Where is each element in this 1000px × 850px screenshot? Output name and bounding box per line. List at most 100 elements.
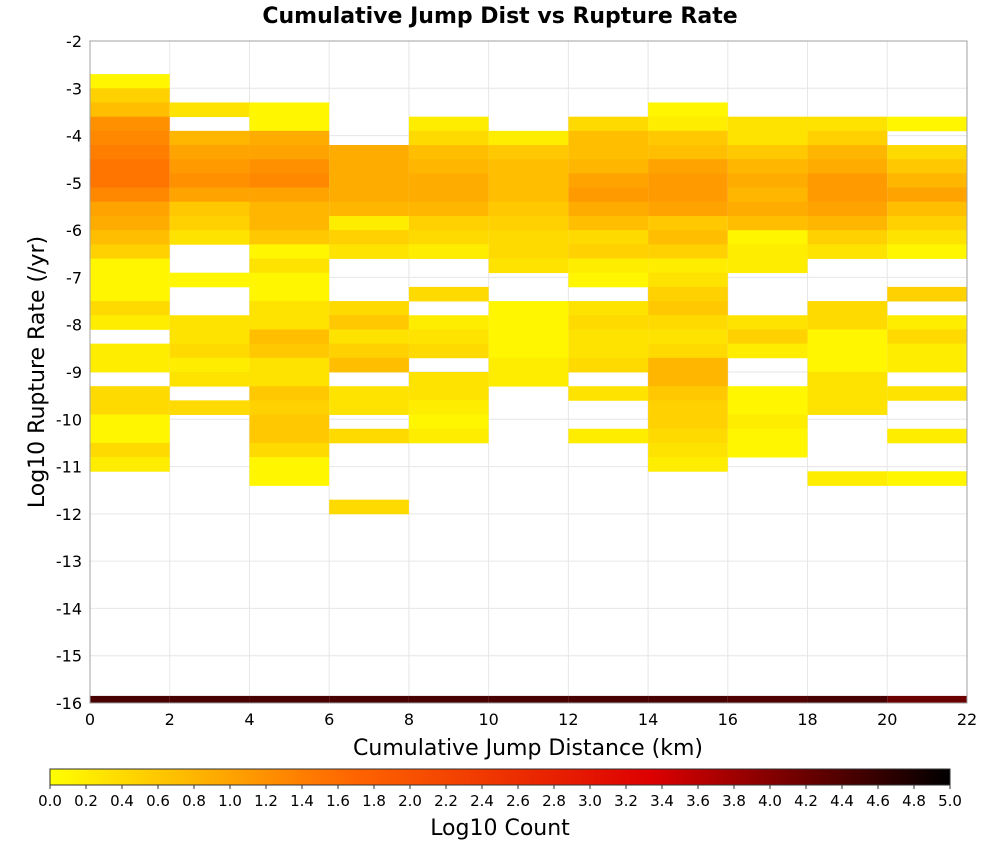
heatmap-cell	[568, 357, 649, 373]
heatmap-cell	[488, 343, 569, 359]
heatmap-cell	[488, 201, 569, 217]
heatmap-cell	[568, 130, 649, 146]
heatmap-cell	[807, 343, 888, 359]
heatmap-cell	[329, 428, 409, 444]
heatmap-cell	[568, 116, 649, 132]
heatmap-cell	[727, 187, 808, 203]
heatmap-cell	[648, 329, 728, 345]
heatmap-cell	[90, 286, 170, 302]
x-tick-label: 0	[85, 710, 95, 729]
colorbar-tick-label: 4.4	[830, 792, 854, 810]
heatmap-cell	[568, 386, 649, 401]
heatmap-cell	[807, 130, 888, 146]
heatmap-cell	[169, 230, 250, 245]
heatmap-cell	[90, 386, 170, 401]
heatmap-cell	[329, 343, 409, 359]
heatmap-cell	[488, 372, 569, 387]
heatmap-cell	[488, 329, 569, 345]
colorbar-label: Log10 Count	[430, 816, 570, 841]
heatmap-cell	[329, 187, 409, 203]
colorbar-tick-label: 1.8	[362, 792, 386, 810]
heatmap-cell	[90, 173, 170, 188]
heatmap-cell	[408, 173, 489, 188]
heatmap-cell	[568, 343, 649, 359]
heatmap-cell	[807, 357, 888, 373]
heatmap-cell	[408, 215, 489, 231]
y-tick-label: -2	[66, 32, 82, 51]
heatmap-cell	[90, 357, 170, 373]
heatmap-cell	[807, 187, 888, 203]
heatmap-cell	[648, 372, 728, 387]
y-tick-label: -14	[56, 599, 82, 618]
colorbar-tick-label: 0.8	[182, 792, 206, 810]
heatmap-cell	[408, 130, 489, 146]
heatmap-cell	[408, 187, 489, 203]
heatmap-cell	[807, 386, 888, 401]
heatmap-cell	[488, 315, 569, 330]
heatmap-cell	[887, 428, 967, 444]
y-axis-label: Log10 Rupture Rate (/yr)	[25, 236, 50, 508]
heatmap-cell	[249, 343, 330, 359]
heatmap-cell	[488, 301, 569, 316]
heatmap-cell	[648, 442, 728, 458]
heatmap-cell	[329, 201, 409, 217]
heatmap-cell	[488, 215, 569, 231]
heatmap-cell	[648, 428, 728, 444]
heatmap-cell	[887, 329, 967, 345]
heatmap-floor-cell	[648, 695, 728, 703]
heatmap-cell	[887, 173, 967, 188]
heatmap-cell	[488, 258, 569, 274]
y-tick-label: -13	[56, 552, 82, 571]
heatmap-cell	[568, 329, 649, 345]
colorbar-tick-label: 1.6	[326, 792, 350, 810]
heatmap-cell	[727, 244, 808, 259]
heatmap-cell	[249, 329, 330, 345]
heatmap-floor-cell	[408, 695, 489, 703]
heatmap-cell	[807, 159, 888, 174]
heatmap-cell	[727, 215, 808, 231]
heatmap-cell	[887, 386, 967, 401]
colorbar-tick-label: 3.4	[650, 792, 674, 810]
heatmap-cell	[568, 301, 649, 316]
heatmap-cell	[249, 130, 330, 146]
heatmap-cell	[90, 315, 170, 330]
heatmap-cell	[727, 329, 808, 345]
heatmap-cell	[568, 173, 649, 188]
x-tick-label: 18	[797, 710, 817, 729]
heatmap-cell	[727, 315, 808, 330]
heatmap-cell	[90, 343, 170, 359]
heatmap-cell	[648, 357, 728, 373]
heatmap-cell	[727, 258, 808, 274]
heatmap-cell	[568, 315, 649, 330]
heatmap-cell	[329, 386, 409, 401]
x-tick-label: 6	[324, 710, 334, 729]
colorbar-tick-label: 2.4	[470, 792, 494, 810]
heatmap-cell	[648, 187, 728, 203]
heatmap-cell	[90, 201, 170, 217]
heatmap-cell	[249, 428, 330, 444]
heatmap-cell	[249, 102, 330, 118]
heatmap-cell	[648, 145, 728, 160]
x-tick-label: 10	[478, 710, 498, 729]
heatmap-cell	[90, 88, 170, 103]
heatmap-cell	[807, 145, 888, 160]
heatmap-cell	[90, 414, 170, 430]
y-tick-label: -9	[66, 363, 82, 382]
heatmap-cell	[727, 400, 808, 415]
heatmap-cell	[90, 301, 170, 316]
heatmap-cell	[169, 400, 250, 415]
heatmap-cell	[408, 286, 489, 302]
heatmap-cell	[648, 457, 728, 472]
heatmap-cell	[887, 471, 967, 486]
y-tick-label: -10	[56, 410, 82, 429]
heatmap-cell	[648, 286, 728, 302]
x-tick-label: 2	[165, 710, 175, 729]
colorbar-tick-label: 4.8	[902, 792, 926, 810]
heatmap-cell	[90, 258, 170, 274]
y-tick-label: -3	[66, 79, 82, 98]
heatmap-cell	[488, 173, 569, 188]
heatmap-cell	[568, 201, 649, 217]
heatmap-cell	[648, 258, 728, 274]
heatmap-cell	[648, 315, 728, 330]
heatmap-cell	[249, 386, 330, 401]
